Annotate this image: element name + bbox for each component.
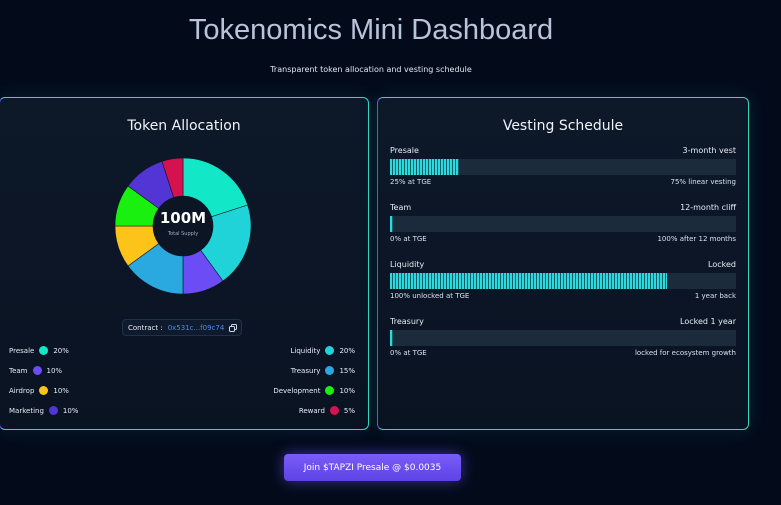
legend-value: 10% (46, 366, 63, 375)
progress-track (390, 159, 736, 175)
legend-value: 20% (53, 346, 69, 355)
vesting-footer: 25% at TGE 75% linear vesting (390, 178, 736, 186)
vesting-term: Locked 1 year (680, 317, 736, 326)
vesting-header: Team 12-month cliff (390, 203, 736, 215)
progress-fill (390, 330, 394, 346)
legend-value: 5% (343, 406, 355, 415)
legend-item: Airdrop 10% (9, 385, 182, 396)
contract-label: Contract : (128, 323, 163, 332)
progress-track (390, 273, 736, 289)
vesting-name: Presale (390, 146, 419, 155)
vesting-row: Liquidity Locked 100% unlocked at TGE 1 yea… (390, 260, 736, 300)
donut-hole (153, 196, 213, 256)
legend-value: 10% (53, 386, 69, 395)
vesting-footer: 0% at TGE locked for ecosystem growth (390, 349, 736, 357)
progress-fill (390, 159, 460, 175)
legend-value: 10% (62, 406, 79, 415)
legend-value: 15% (339, 366, 355, 375)
vesting-term: Locked (708, 260, 736, 269)
vesting-term: 12-month cliff (680, 203, 736, 212)
legend-item: Development 10% (182, 385, 355, 396)
vesting-footer: 100% unlocked at TGE 1 year back (390, 292, 736, 300)
legend-item: Treasury 15% (182, 365, 355, 376)
donut-chart: 100M Total Supply (114, 157, 252, 295)
center-value: 100M (160, 209, 206, 227)
progress-track (390, 216, 736, 232)
vesting-left: 100% unlocked at TGE (390, 292, 470, 300)
legend-name: Marketing (9, 406, 44, 415)
vesting-right: locked for ecosystem growth (634, 349, 736, 357)
vesting-left: 0% at TGE (390, 349, 427, 357)
presale-button[interactable]: Join $TAPZI Presale @ $0.0035 (284, 454, 461, 481)
vesting-card: Vesting Schedule Presale 3-month vest 25% … (377, 97, 749, 430)
legend-item: Marketing 10% (9, 405, 182, 416)
vesting-row: Treasury Locked 1 year 0% at TGE locked for… (390, 317, 736, 357)
legend-name: Team (9, 366, 28, 375)
legend-dot (39, 386, 49, 395)
legend-value: 20% (339, 346, 355, 355)
segments (114, 157, 252, 295)
vesting-row: Presale 3-month vest 25% at TGE 75% linear … (390, 146, 736, 186)
vesting-name: Liquidity (390, 260, 425, 269)
progress-track (390, 330, 736, 346)
progress-fill (390, 216, 394, 232)
vesting-left: 0% at TGE (390, 235, 427, 243)
card-title: Token Allocation (127, 118, 241, 134)
vesting-header: Presale 3-month vest (390, 146, 736, 158)
legend-name: Development (273, 386, 321, 395)
center-label: Total Supply (167, 231, 198, 237)
legend-dot (48, 406, 58, 415)
legend-dot (32, 366, 42, 375)
card-title: Vesting Schedule (502, 118, 624, 134)
vesting-right: 100% after 12 months (657, 235, 736, 243)
legend-dot (39, 346, 49, 355)
legend-value: 10% (339, 386, 355, 395)
legend-item: Liquidity 20% (182, 345, 355, 356)
vesting-row: Team 12-month cliff 0% at TGE 100% after 12… (390, 203, 736, 243)
legend-dot (329, 406, 339, 415)
vesting-right: 75% linear vesting (670, 178, 736, 186)
vesting-name: Treasury (390, 317, 424, 326)
legend-dot (325, 346, 335, 355)
legend-name: Airdrop (9, 386, 35, 395)
vesting-term: 3-month vest (682, 146, 736, 155)
progress-fill (390, 273, 667, 289)
legend-name: Presale (9, 346, 35, 355)
contract-address[interactable]: 0x531c...f09c74 (167, 323, 225, 332)
page-title: Tokenomics Mini Dashboard (188, 14, 554, 46)
vesting-name: Team (390, 203, 412, 212)
legend-item: Reward 5% (182, 405, 355, 416)
allocation-card: Token Allocation 100M Total Supply Contr… (0, 97, 369, 430)
page-subtitle: Transparent token allocation and vesting… (270, 65, 472, 74)
vesting-right: 1 year back (694, 292, 736, 300)
legend: Presale 20% Liquidity 20% Team 10% Treasury 15%… (9, 345, 355, 416)
vesting-header: Treasury Locked 1 year (390, 317, 736, 329)
legend-name: Liquidity (290, 346, 321, 355)
legend-dot (325, 366, 335, 375)
legend-name: Reward (298, 406, 325, 415)
vesting-header: Liquidity Locked (390, 260, 736, 272)
contract-box: Contract : 0x531c...f09c74 (122, 319, 242, 336)
legend-item: Team 10% (9, 365, 182, 376)
legend-item: Presale 20% (9, 345, 182, 356)
legend-name: Treasury (290, 366, 321, 375)
vesting-footer: 0% at TGE 100% after 12 months (390, 235, 736, 243)
vesting-left: 25% at TGE (390, 178, 432, 186)
legend-dot (325, 386, 335, 395)
copy-icon[interactable] (229, 323, 238, 332)
